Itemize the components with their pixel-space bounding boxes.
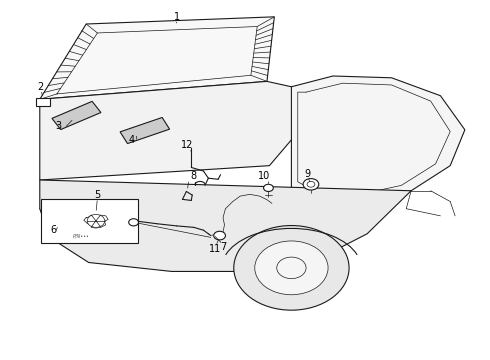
Polygon shape: [40, 180, 411, 271]
Circle shape: [303, 179, 319, 190]
Text: 6: 6: [50, 225, 56, 235]
Text: 7: 7: [220, 242, 226, 252]
Circle shape: [255, 241, 328, 295]
Polygon shape: [52, 102, 101, 130]
Text: 9: 9: [304, 168, 311, 179]
Polygon shape: [40, 81, 304, 180]
Circle shape: [214, 231, 225, 240]
Text: 1: 1: [173, 12, 180, 22]
Polygon shape: [40, 17, 274, 99]
Text: 10: 10: [258, 171, 270, 181]
Text: 2: 2: [38, 82, 44, 93]
Circle shape: [234, 226, 349, 310]
FancyBboxPatch shape: [36, 98, 50, 106]
Text: 11: 11: [209, 244, 221, 254]
Text: P/N•••: P/N•••: [73, 233, 90, 238]
Polygon shape: [120, 117, 170, 144]
Text: 12: 12: [181, 140, 194, 150]
Circle shape: [264, 184, 273, 192]
Text: 4: 4: [128, 135, 135, 145]
Text: 5: 5: [94, 190, 100, 200]
Text: 3: 3: [55, 121, 61, 131]
Polygon shape: [292, 76, 465, 202]
Circle shape: [87, 215, 105, 227]
FancyBboxPatch shape: [41, 199, 139, 243]
Text: 8: 8: [191, 171, 197, 181]
